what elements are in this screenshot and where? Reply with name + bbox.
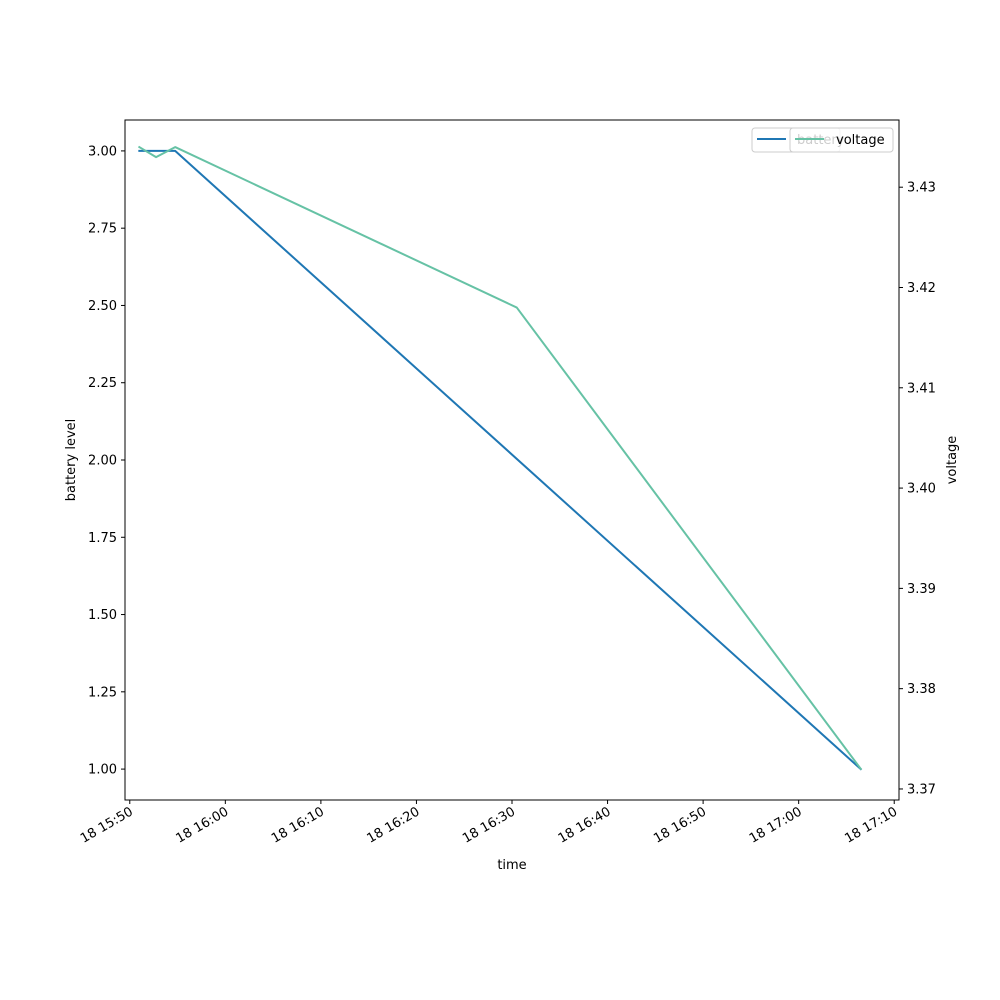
x-tick-label: 18 16:00 xyxy=(173,804,231,846)
y-right-tick-label: 3.43 xyxy=(907,181,936,196)
y-left-tick-label: 2.00 xyxy=(88,454,117,469)
y-right-tick-label: 3.38 xyxy=(907,682,936,697)
legend-voltage-box xyxy=(789,127,894,153)
y-right-tick-label: 3.42 xyxy=(907,281,936,296)
x-tick-label: 18 17:10 xyxy=(842,804,900,846)
y-left-tick-label: 1.75 xyxy=(88,531,117,546)
y-left-tick-label: 1.50 xyxy=(88,608,117,623)
y-right-tick-label: 3.39 xyxy=(907,582,936,597)
y-left-axis-label: battery level xyxy=(64,419,79,502)
legend-voltage: voltage xyxy=(789,127,894,153)
y-right-tick-label: 3.41 xyxy=(907,381,936,396)
y-left-axis: 1.00 1.25 1.50 1.75 2.00 2.25 2.50 2.75 3.00 xyxy=(88,144,125,778)
y-right-axis: 3.37 3.38 3.39 3.40 3.41 3.42 3.43 xyxy=(899,181,936,797)
x-tick-label: 18 16:10 xyxy=(269,804,327,846)
series-line-battery xyxy=(138,149,863,771)
y-left-tick-label: 2.75 xyxy=(88,222,117,237)
x-tick-label: 18 16:40 xyxy=(556,804,614,846)
y-right-axis-label: voltage xyxy=(945,436,960,485)
x-tick-label: 18 16:30 xyxy=(460,804,518,846)
x-axis: 18 15:50 18 16:00 18 16:10 18 16:20 18 16:30… xyxy=(78,800,900,847)
x-tick-label: 18 16:20 xyxy=(365,804,423,846)
y-right-tick-label: 3.37 xyxy=(907,782,936,797)
x-axis-label: time xyxy=(497,858,526,873)
y-right-tick-label: 3.40 xyxy=(907,482,936,497)
series-layer xyxy=(137,145,863,771)
y-left-tick-label: 3.00 xyxy=(88,144,117,159)
y-left-tick-label: 2.50 xyxy=(88,299,117,314)
y-left-tick-label: 1.25 xyxy=(88,685,117,700)
y-left-tick-label: 2.25 xyxy=(88,376,117,391)
x-tick-label: 18 15:50 xyxy=(78,804,136,846)
x-tick-label: 18 16:50 xyxy=(651,804,709,846)
y-left-tick-label: 1.00 xyxy=(88,763,117,778)
x-tick-label: 18 17:00 xyxy=(747,804,805,846)
series-line-voltage xyxy=(137,145,863,771)
legend-voltage-label: voltage xyxy=(836,133,885,148)
